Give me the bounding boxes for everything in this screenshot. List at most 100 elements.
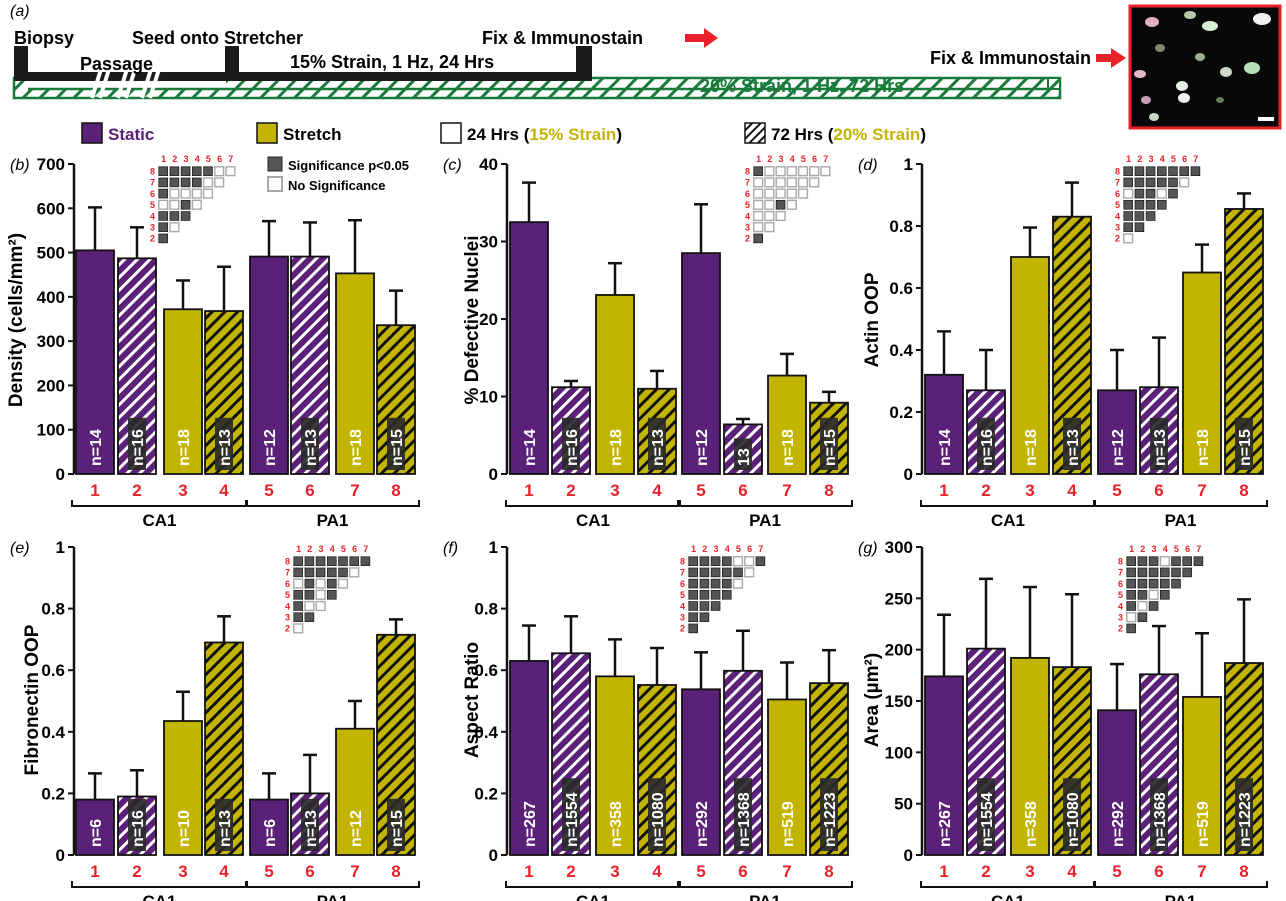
bar (595, 294, 635, 475)
matrix-cell (304, 556, 315, 566)
category-label: 1 (939, 862, 948, 881)
matrix-cell (775, 188, 786, 199)
matrix-col-label: 3 (1148, 154, 1153, 164)
matrix-row-label: 6 (285, 579, 290, 589)
matrix-row-label: 4 (1118, 601, 1123, 611)
matrix-col-label: 7 (363, 544, 368, 554)
matrix-row-label: 8 (285, 557, 290, 567)
matrix-cell (1148, 567, 1159, 578)
n-label: n=14 (88, 429, 105, 466)
matrix-cell (1160, 578, 1170, 589)
matrix-cell (1193, 556, 1204, 566)
matrix-col-label: 2 (702, 544, 707, 554)
y-tick-label: 200 (885, 641, 913, 660)
matrix-col-label: 2 (1140, 544, 1145, 554)
y-tick-label: 150 (885, 692, 913, 711)
matrix-cell (202, 188, 214, 199)
y-tick-label: 1 (904, 155, 913, 174)
matrix-cell (1157, 177, 1167, 188)
n-label: n=15 (389, 810, 406, 847)
matrix-cell (304, 590, 315, 600)
matrix-cell (191, 177, 202, 188)
y-tick-label: 0.6 (474, 661, 498, 680)
matrix-cell (1157, 166, 1167, 177)
matrix-cell (349, 556, 359, 566)
category-label: 2 (132, 481, 141, 500)
matrix-cell (753, 233, 763, 244)
matrix-cell (1168, 166, 1178, 177)
matrix-cell (338, 556, 348, 566)
matrix-row-label: 7 (150, 178, 155, 188)
bar (1097, 709, 1137, 856)
matrix-cell (169, 211, 180, 221)
matrix-col-label: 5 (1171, 154, 1176, 164)
n-label: n=16 (564, 429, 581, 466)
matrix-cell (1160, 590, 1170, 600)
matrix-cell (1148, 601, 1159, 611)
matrix-row-label: 6 (1118, 579, 1123, 589)
biopsy-label: Biopsy (14, 28, 74, 48)
matrix-cell (180, 188, 191, 199)
matrix-col-label: 3 (713, 544, 718, 554)
n-label: n=14 (937, 429, 954, 466)
category-label: 8 (1239, 481, 1248, 500)
matrix-cell (304, 600, 315, 612)
n-label: n=15 (822, 429, 839, 466)
n-label-bg (734, 778, 752, 851)
matrix-col-label: 4 (1163, 544, 1168, 554)
y-tick-label: 100 (37, 421, 65, 440)
matrix-col-label: 7 (1193, 154, 1198, 164)
group-bracket (1093, 500, 1268, 507)
category-label: 1 (939, 481, 948, 500)
n-label-bg (977, 417, 995, 470)
matrix-row-label: 3 (150, 223, 155, 233)
matrix-col-label: 5 (341, 544, 346, 554)
matrix-cell (158, 188, 169, 199)
matrix-cell (180, 177, 191, 188)
y-axis-label: Fibronectin OOP (22, 624, 43, 775)
matrix-cell (360, 556, 371, 566)
n-label: n=13 (1065, 429, 1082, 466)
matrix-cell (202, 177, 214, 188)
category-label: 7 (782, 862, 791, 881)
n-label: n=267 (522, 801, 539, 847)
matrix-cell (688, 578, 698, 589)
matrix-cell (293, 612, 303, 622)
matrix-col-label: 1 (296, 544, 301, 554)
y-tick-label: 0.2 (889, 403, 913, 422)
n-label: n=1368 (736, 792, 753, 847)
category-label: 2 (566, 481, 575, 500)
y-tick-label: 0.6 (41, 661, 65, 680)
matrix-row-label: 7 (1115, 178, 1120, 188)
n-label: n=13 (303, 810, 320, 847)
legend-stretch-label: Stretch (283, 125, 342, 144)
matrix-cell (786, 199, 797, 210)
matrix-cell (214, 166, 225, 177)
n-label: n=16 (130, 429, 147, 466)
group-bracket (1093, 881, 1268, 888)
bar (1182, 695, 1222, 856)
matrix-cell (158, 177, 169, 188)
group-bracket (71, 881, 248, 888)
matrix-row-label: 8 (150, 167, 155, 177)
timeline-panel: (a) Biopsy Passage Seed onto Stretcher F… (10, 3, 1282, 130)
group-label: CA1 (142, 511, 176, 530)
y-tick-label: 0 (489, 846, 498, 865)
matrix-cell (214, 177, 225, 188)
passage-breaks (90, 65, 162, 99)
matrix-cell (722, 567, 732, 578)
matrix-row-label: 3 (285, 613, 290, 623)
category-label: 5 (696, 862, 705, 881)
matrix-cell (1171, 578, 1181, 589)
matrix-cell (764, 222, 775, 233)
matrix-cell (315, 589, 326, 600)
matrix-cell (688, 612, 698, 622)
category-label: 8 (824, 481, 833, 500)
fix2-label: Fix & Immunostain (930, 48, 1091, 68)
matrix-cell (775, 210, 786, 222)
matrix-row-label: 3 (1118, 613, 1123, 623)
matrix-cell (753, 222, 764, 233)
legend-24h-swatch (440, 122, 462, 144)
legend-static-swatch (81, 122, 103, 144)
